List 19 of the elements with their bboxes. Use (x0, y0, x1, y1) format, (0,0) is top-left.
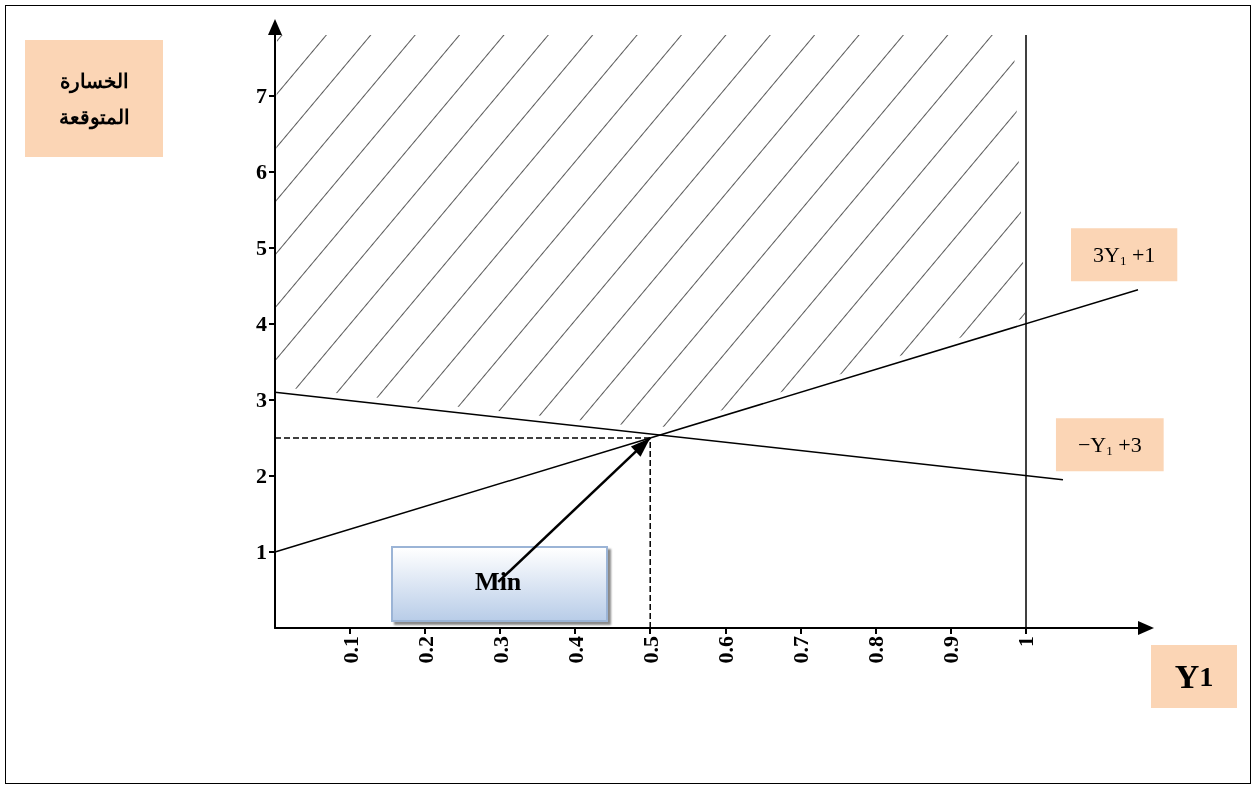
y-tick-label: 1 (256, 539, 267, 565)
y-tick-label: 4 (256, 311, 267, 337)
x-tick-label: 0.6 (712, 636, 738, 664)
y-tick-label: 7 (256, 83, 267, 109)
y-tick-label: 5 (256, 235, 267, 261)
y-tick-label: 3 (256, 387, 267, 413)
y-tick-label: 2 (256, 463, 267, 489)
text: الخسارة المتوقعة (25, 40, 163, 157)
x-tick-label: 0.5 (637, 636, 663, 664)
x-tick-label: 0.8 (862, 636, 888, 664)
x-tick-label: 0.2 (412, 636, 438, 664)
x-tick-label: 0.7 (787, 636, 813, 664)
x-tick-label: 0.3 (487, 636, 513, 664)
x-tick-label: 1 (1012, 636, 1038, 647)
x-tick-label: 0.4 (562, 636, 588, 664)
y-tick-label: 6 (256, 159, 267, 185)
annotation: Min (475, 567, 522, 597)
x-tick-label: 0.9 (937, 636, 963, 664)
x-tick-label: 0.1 (337, 636, 363, 664)
